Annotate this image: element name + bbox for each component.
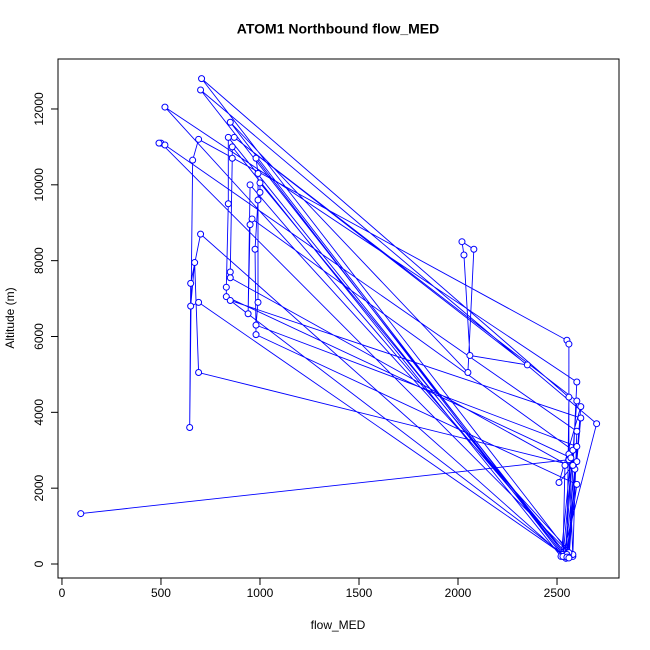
point (593, 420, 601, 428)
point (573, 480, 581, 488)
point (191, 259, 199, 267)
point (226, 274, 234, 282)
point (77, 510, 85, 518)
plot-frame (57, 58, 620, 579)
point (573, 442, 581, 450)
point (248, 215, 256, 223)
y-tick-label: 6000 (32, 323, 46, 350)
point (561, 461, 569, 469)
point (161, 103, 169, 111)
point (228, 143, 236, 151)
point (186, 423, 194, 431)
point (573, 427, 581, 435)
x-tick-label: 1500 (346, 586, 373, 600)
point (466, 351, 474, 359)
point (195, 135, 203, 143)
point (197, 86, 205, 94)
point (569, 461, 577, 469)
point (246, 221, 254, 229)
x-tick-label: 2000 (445, 586, 472, 600)
point (155, 139, 163, 147)
point (565, 393, 573, 401)
point (567, 454, 575, 462)
point (244, 310, 252, 318)
point (573, 397, 581, 405)
point (222, 283, 230, 291)
point (228, 154, 236, 162)
point (252, 331, 260, 339)
chart-title: ATOM1 Northbound flow_MED (237, 21, 439, 37)
point (161, 141, 169, 149)
y-tick-label: 4000 (32, 399, 46, 426)
point (187, 302, 195, 310)
point (252, 321, 260, 329)
x-tick-label: 1000 (247, 586, 274, 600)
flight-line (80, 78, 598, 559)
point (189, 156, 197, 164)
point (577, 414, 585, 422)
y-tick-label: 0 (32, 560, 46, 567)
point (198, 75, 206, 83)
y-axis-label: Altitude (m) (3, 287, 17, 348)
point (577, 403, 585, 411)
point (226, 296, 234, 304)
y-tick-label: 2000 (32, 474, 46, 501)
point (256, 188, 264, 196)
point (573, 378, 581, 386)
point (197, 230, 205, 238)
point (254, 169, 262, 177)
point (565, 554, 573, 562)
point (246, 181, 254, 189)
y-tick-label: 10000 (32, 168, 46, 202)
point (470, 245, 478, 253)
point (230, 133, 238, 141)
y-tick-label: 12000 (32, 92, 46, 126)
point (226, 268, 234, 276)
point (460, 251, 468, 259)
point (565, 340, 573, 348)
point (224, 133, 232, 141)
y-tick-label: 8000 (32, 247, 46, 274)
point (195, 369, 203, 377)
point (187, 279, 195, 287)
point (226, 118, 234, 126)
x-tick-label: 0 (59, 586, 66, 600)
point (256, 179, 264, 187)
x-axis-label: flow_MED (311, 618, 366, 632)
point (523, 361, 531, 369)
x-tick-label: 2500 (544, 586, 571, 600)
point (458, 238, 466, 246)
x-tick-label: 500 (151, 586, 171, 600)
point (224, 200, 232, 208)
point (464, 369, 472, 377)
point (254, 196, 262, 204)
point (254, 298, 262, 306)
point (252, 154, 260, 162)
point (251, 245, 259, 253)
point (555, 478, 563, 486)
point (195, 298, 203, 306)
